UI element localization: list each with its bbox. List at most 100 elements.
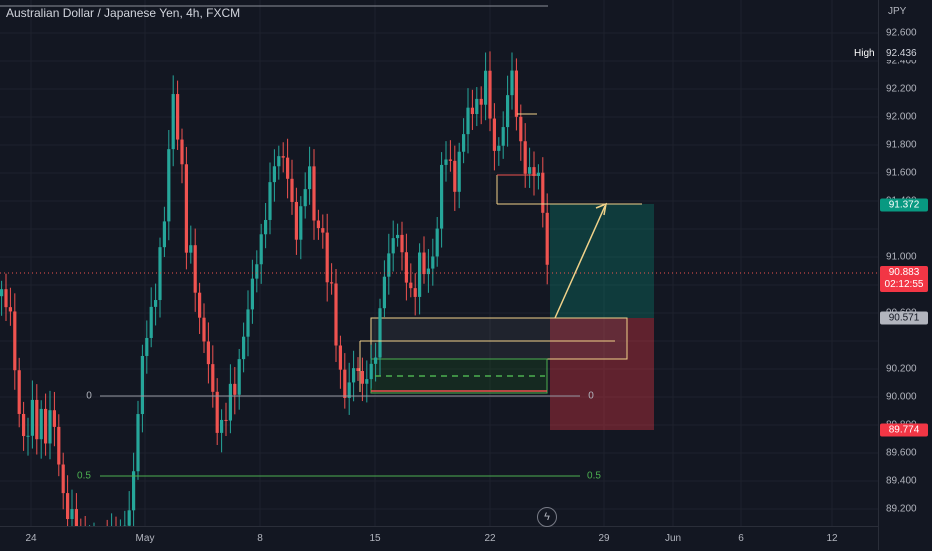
candle-body bbox=[172, 94, 175, 149]
candle-body bbox=[317, 221, 320, 229]
time-tick-label: Jun bbox=[665, 533, 681, 544]
candle-body bbox=[290, 179, 293, 202]
time-tick-label: 8 bbox=[257, 533, 263, 544]
candle-body bbox=[488, 71, 491, 119]
candle-body bbox=[458, 152, 461, 192]
candle-body bbox=[378, 308, 381, 357]
price-tick-label: 89.400 bbox=[886, 476, 917, 487]
candle-body bbox=[277, 156, 280, 166]
candle-body bbox=[370, 364, 373, 379]
countdown-timer: 02:12:55 bbox=[880, 279, 928, 291]
candle-body bbox=[299, 206, 302, 239]
candle-body bbox=[251, 279, 254, 310]
candle-body bbox=[497, 146, 500, 151]
supply-rectangle bbox=[371, 318, 627, 359]
candle-body bbox=[400, 235, 403, 252]
time-tick-label: 29 bbox=[598, 533, 609, 544]
price-tick-label: 90.200 bbox=[886, 364, 917, 375]
candle-body bbox=[185, 164, 188, 252]
candle-body bbox=[35, 400, 38, 439]
price-tick-label: 90.000 bbox=[886, 392, 917, 403]
candle-body bbox=[541, 173, 544, 213]
candle-body bbox=[141, 356, 144, 414]
stop-price-tag: 89.774 bbox=[880, 424, 928, 437]
candle-body bbox=[242, 337, 245, 359]
candle-body bbox=[444, 159, 447, 164]
candle-body bbox=[132, 471, 135, 510]
time-tick-label: 22 bbox=[484, 533, 495, 544]
time-tick-label: 12 bbox=[826, 533, 837, 544]
candle-body bbox=[233, 384, 236, 395]
candle-body bbox=[330, 282, 333, 283]
candle-body bbox=[70, 509, 73, 519]
candle-body bbox=[40, 409, 43, 439]
currency-label: JPY bbox=[888, 6, 906, 17]
price-tick-label: 92.200 bbox=[886, 84, 917, 95]
candle-body bbox=[246, 309, 249, 336]
candle-body bbox=[414, 288, 417, 297]
candle-body bbox=[128, 510, 131, 525]
candle-body bbox=[453, 161, 456, 192]
lightning-icon[interactable]: ϟ bbox=[537, 507, 557, 527]
fib-level-0-label-right: 0 bbox=[588, 391, 594, 402]
candle-body bbox=[229, 384, 232, 421]
price-chart-canvas[interactable] bbox=[0, 0, 878, 526]
candle-body bbox=[238, 359, 241, 395]
candle-body bbox=[53, 410, 56, 427]
candle-body bbox=[189, 245, 192, 252]
candle-body bbox=[202, 318, 205, 342]
fib-level-05-label-right: 0.5 bbox=[587, 471, 601, 482]
candle-body bbox=[48, 410, 51, 443]
high-label: High bbox=[851, 47, 878, 60]
candle-body bbox=[537, 173, 540, 176]
time-tick-label: May bbox=[136, 533, 155, 544]
candle-body bbox=[211, 364, 214, 392]
candle-body bbox=[392, 238, 395, 253]
candle-body bbox=[321, 228, 324, 232]
time-tick-label: 15 bbox=[369, 533, 380, 544]
candle-body bbox=[31, 400, 34, 436]
current-price-value: 90.883 bbox=[880, 267, 928, 279]
candle-body bbox=[0, 289, 3, 296]
candle-body bbox=[176, 94, 179, 140]
time-axis[interactable] bbox=[0, 526, 878, 551]
candle-body bbox=[365, 379, 368, 384]
candle-body bbox=[26, 436, 29, 437]
candle-body bbox=[436, 229, 439, 257]
candle-body bbox=[312, 166, 315, 220]
candle-body bbox=[295, 202, 298, 240]
candle-body bbox=[409, 283, 412, 289]
candle-body bbox=[22, 414, 25, 436]
candle-body bbox=[422, 253, 425, 275]
candle-body bbox=[396, 235, 399, 238]
candle-body bbox=[352, 368, 355, 382]
price-tick-label: 91.600 bbox=[886, 168, 917, 179]
candle-body bbox=[18, 370, 21, 414]
candle-body bbox=[466, 108, 469, 134]
candle-body bbox=[510, 71, 513, 96]
candle-body bbox=[224, 420, 227, 421]
candle-body bbox=[418, 253, 421, 297]
current-price-tag: 90.883 02:12:55 bbox=[880, 266, 928, 292]
price-tick-label: 89.200 bbox=[886, 504, 917, 515]
target-price-tag: 91.372 bbox=[880, 199, 928, 212]
candle-body bbox=[264, 220, 267, 234]
candle-body bbox=[273, 166, 276, 182]
candle-body bbox=[471, 108, 474, 114]
entry-price-tag: 90.571 bbox=[880, 312, 928, 325]
candle-body bbox=[343, 370, 346, 398]
candle-body bbox=[440, 165, 443, 229]
price-tick-label: 91.000 bbox=[886, 252, 917, 263]
candle-body bbox=[449, 159, 452, 160]
candle-body bbox=[339, 345, 342, 369]
candle-body bbox=[145, 338, 148, 356]
symbol-title[interactable]: Australian Dollar / Japanese Yen, 4h, FX… bbox=[6, 6, 240, 20]
candle-body bbox=[484, 71, 487, 105]
candle-body bbox=[519, 117, 522, 141]
candle-body bbox=[44, 409, 47, 444]
candle-body bbox=[475, 99, 478, 114]
price-tick-label: 92.000 bbox=[886, 112, 917, 123]
candle-body bbox=[515, 71, 518, 117]
candle-body bbox=[180, 140, 183, 165]
candle-body bbox=[304, 189, 307, 206]
